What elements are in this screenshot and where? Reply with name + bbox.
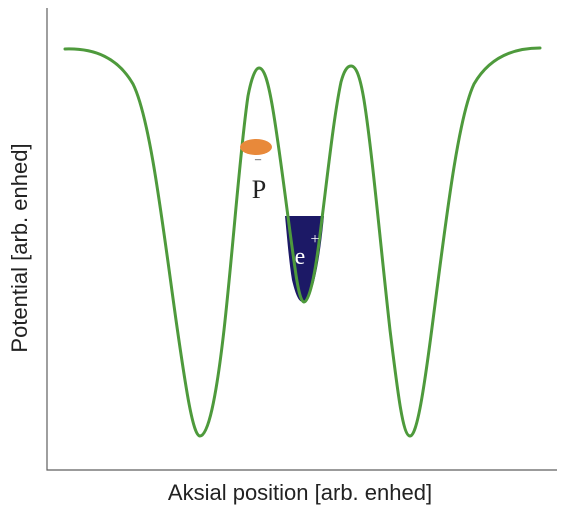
- potential-curve: [63, 46, 542, 438]
- positron-charge: +: [310, 231, 319, 248]
- antiproton-bar: ‾: [254, 158, 261, 176]
- antiproton-label: P: [252, 175, 266, 204]
- y-axis-title: Potential [arb. enhed]: [7, 143, 32, 352]
- plot-frame: [46, 8, 557, 471]
- positron-label: e: [295, 244, 306, 270]
- antiproton-marker: [240, 139, 272, 155]
- x-axis-title: Aksial position [arb. enhed]: [168, 480, 432, 505]
